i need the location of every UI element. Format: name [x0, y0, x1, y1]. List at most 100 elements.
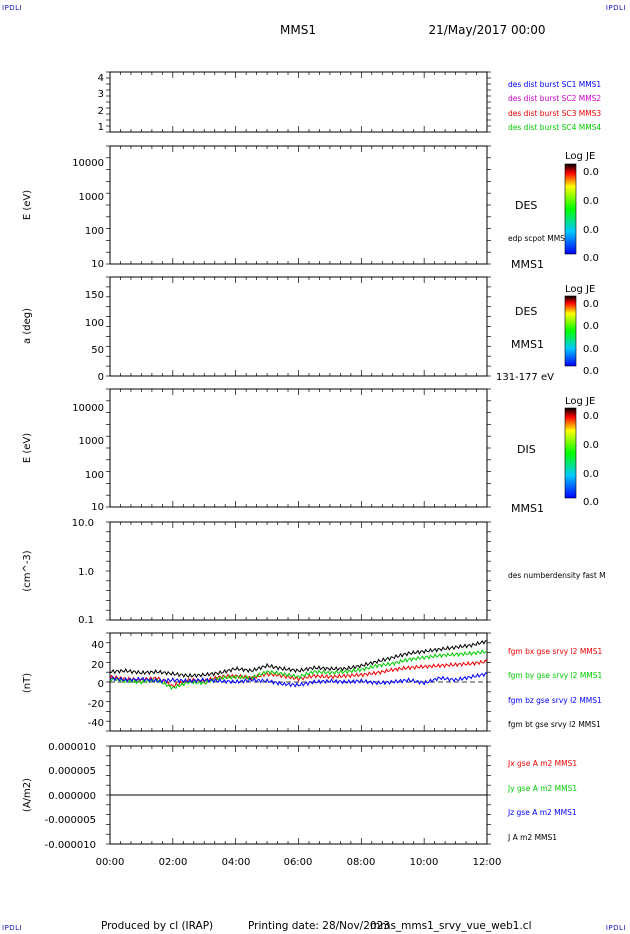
- colorbar-value: 0.0: [583, 366, 599, 377]
- legend-entry: des dist burst SC1 MMS1: [508, 80, 601, 89]
- y-tick-label: 1.0: [78, 567, 94, 578]
- y-tick-label: -20: [88, 699, 104, 710]
- mission-title: MMS1: [280, 23, 316, 37]
- legend-entry: des numberdensity fast M: [508, 571, 606, 580]
- spacecraft-label: MMS1: [511, 258, 544, 271]
- colorbar-title: Log JE: [565, 151, 595, 162]
- y-tick-label: 50: [91, 345, 104, 356]
- bfield-series-group: [109, 639, 488, 691]
- overlay-label: edp scpot MMS1: [508, 234, 570, 243]
- colorbar: [564, 163, 577, 255]
- y-tick-label: 0.000005: [48, 766, 96, 777]
- y-tick-label: 2: [98, 106, 104, 117]
- legend-entry: des dist burst SC4 MMS4: [508, 123, 601, 132]
- panel-des-pitch: 150 100 50 0 a (deg) DES MMS1 131-177 eV…: [22, 276, 599, 383]
- y-tick-label: 100: [85, 226, 104, 237]
- y-tick-label: -40: [88, 718, 104, 729]
- colorbar: [564, 295, 577, 367]
- instrument-label: DES: [515, 199, 537, 212]
- footer-file-name: mms_mms1_srvy_vue_web1.cl: [370, 920, 532, 932]
- colorbar-value: 0.0: [583, 497, 599, 508]
- panel-spacecraft: 4 3 2 1 des dist burst SC1 MMS1 des dist…: [98, 71, 601, 133]
- y-tick-label: 10.0: [72, 518, 94, 529]
- y-tick-label: 100: [85, 318, 104, 329]
- y-tick-label: 0.000010: [48, 742, 96, 753]
- y-tick-label: 0.000000: [48, 791, 96, 802]
- y-axis-label: (nT): [22, 673, 33, 693]
- y-axis-label: (cm^-3): [22, 550, 33, 591]
- colorbar: [564, 407, 577, 499]
- y-tick-label: 0: [98, 372, 104, 383]
- panel-dis-energy: 10000 1000 100 10 E (eV) DIS MMS1 Log JE…: [22, 388, 599, 515]
- legend-entry: fgm bt gse srvy l2 MMS1: [508, 720, 601, 729]
- x-tick-label: 00:00: [96, 857, 125, 868]
- legend-entry: J A m2 MMS1: [507, 833, 557, 842]
- y-tick-label: -0.000005: [45, 815, 96, 826]
- footer-printing-date: Printing date: 28/Nov/2023: [248, 920, 390, 932]
- corner-tag-bottom-right: IPDLI: [605, 924, 626, 932]
- panel-frame: [109, 145, 488, 265]
- x-tick-label: 02:00: [159, 857, 188, 868]
- legend-entry: fgm bx gse srvy l2 MMS1: [508, 647, 603, 656]
- panel-frame: [109, 521, 488, 621]
- x-tick-label: 10:00: [410, 857, 439, 868]
- y-axis-label: E (eV): [22, 433, 33, 463]
- x-tick-label: 12:00: [473, 857, 502, 868]
- footer-produced-by: Produced by cl (IRAP): [101, 920, 213, 932]
- y-tick-label: 10: [91, 259, 104, 270]
- x-tick-label: 08:00: [347, 857, 376, 868]
- y-tick-label: 0.1: [78, 615, 94, 626]
- legend-entry: fgm by gse srvy l2 MMS1: [508, 671, 603, 680]
- legend-entry: fgm bz gse srvy l2 MMS1: [508, 696, 602, 705]
- y-tick-label: 150: [85, 290, 104, 301]
- colorbar-value: 0.0: [583, 344, 599, 355]
- colorbar-value: 0.0: [583, 196, 599, 207]
- legend-entry: des dist burst SC3 MMS3: [508, 109, 601, 118]
- colorbar-value: 0.0: [583, 321, 599, 332]
- y-tick-label: 20: [91, 660, 104, 671]
- y-tick-label: 10000: [72, 403, 104, 414]
- instrument-label: DES: [515, 305, 537, 318]
- corner-tag-top-left: IPDLI: [2, 4, 23, 12]
- panel-frame: [109, 71, 488, 133]
- y-tick-label: 0: [98, 679, 104, 690]
- y-axis-label: E (eV): [22, 190, 33, 220]
- x-tick-label: 06:00: [284, 857, 313, 868]
- spacecraft-label: MMS1: [511, 502, 544, 515]
- colorbar-value: 0.0: [583, 253, 599, 264]
- y-tick-label: -0.000010: [45, 840, 96, 851]
- y-axis-label: (A/m2): [22, 778, 33, 812]
- y-tick-label: 100: [85, 470, 104, 481]
- colorbar-value: 0.0: [583, 225, 599, 236]
- colorbar-value: 0.0: [583, 440, 599, 451]
- colorbar-value: 0.0: [583, 469, 599, 480]
- y-tick-label: 10: [91, 502, 104, 513]
- corner-tag-bottom-left: IPDLI: [2, 924, 23, 932]
- bfield-series-line: [109, 649, 488, 691]
- legend-entry: Jx gse A m2 MMS1: [507, 759, 577, 768]
- colorbar-value: 0.0: [583, 299, 599, 310]
- spacecraft-label: MMS1: [511, 338, 544, 351]
- legend-entry: Jy gse A m2 MMS1: [507, 784, 577, 793]
- legend-entry: des dist burst SC2 MMS2: [508, 94, 601, 103]
- corner-tag-top-right: IPDLI: [605, 4, 626, 12]
- energy-range-label: 131-177 eV: [496, 372, 554, 383]
- axis-tick-marks: [106, 71, 491, 845]
- y-axis-label: a (deg): [22, 308, 33, 344]
- panel-density: 10.0 1.0 0.1 (cm^-3) des numberdensity f…: [22, 518, 606, 626]
- bfield-series-line: [109, 672, 488, 688]
- colorbar-value: 0.0: [583, 411, 599, 422]
- bfield-series-line: [109, 639, 488, 679]
- y-tick-label: 10000: [72, 158, 104, 169]
- panel-current-density: 0.000010 0.000005 0.000000 -0.000005 -0.…: [22, 742, 577, 851]
- legend-entry: Jz gse A m2 MMS1: [507, 808, 577, 817]
- y-tick-label: 1000: [79, 436, 104, 447]
- instrument-label: DIS: [517, 443, 536, 456]
- bfield-series-line: [109, 659, 488, 689]
- y-tick-label: 1: [98, 122, 104, 133]
- colorbar-title: Log JE: [565, 396, 595, 407]
- colorbar-title: Log JE: [565, 284, 595, 295]
- panel-frame: [109, 276, 488, 377]
- y-tick-label: 40: [91, 640, 104, 651]
